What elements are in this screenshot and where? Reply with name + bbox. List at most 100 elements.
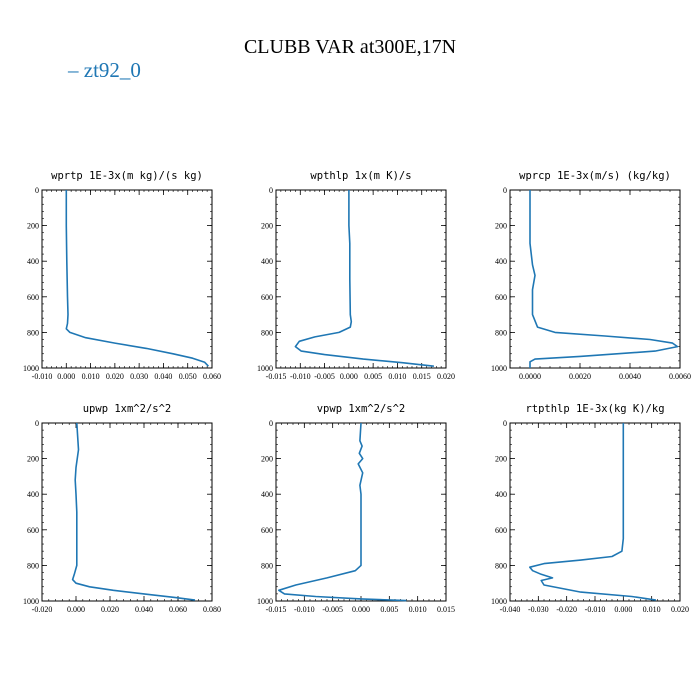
y-tick-label: 200: [27, 455, 39, 464]
x-tick-label: 0.050: [179, 372, 197, 381]
subplot-title: upwp 1xm^2/s^2: [83, 403, 172, 415]
x-tick-label: 0.010: [409, 605, 427, 614]
y-tick-label: 600: [27, 293, 39, 302]
y-tick-label: 600: [261, 293, 273, 302]
x-tick-label: -0.010: [294, 605, 315, 614]
x-tick-label: 0.060: [203, 372, 221, 381]
subplot-5: vpwp 1xm^2/s^2 -0.015 -0.010 -0.005 0.000 0.0…: [257, 403, 455, 614]
y-tick-label: 400: [27, 257, 39, 266]
y-tick-label: 600: [27, 526, 39, 535]
x-tick-label: 0.040: [135, 605, 153, 614]
y-tick-label: 200: [495, 455, 507, 464]
plot-frame: [41, 189, 213, 369]
y-tick-label: 0: [269, 419, 273, 428]
plot-frame: [509, 422, 681, 602]
y-tick-label: 400: [495, 257, 507, 266]
subplot-6: rtpthlp 1E-3x(kg K)/kg -0.040 -0.030 -0.020…: [491, 403, 689, 614]
y-tick-label: 600: [495, 526, 507, 535]
y-tick-label: 0: [503, 186, 507, 195]
x-tick-label: -0.020: [556, 605, 577, 614]
x-tick-label: 0.0020: [569, 372, 591, 381]
y-tick-label: 0: [35, 186, 39, 195]
plot-frame: [275, 189, 447, 369]
x-tick-label: -0.010: [290, 372, 311, 381]
x-tick-label: 0.000: [352, 605, 370, 614]
series-line: [294, 190, 434, 367]
x-tick-label: 0.015: [413, 372, 431, 381]
series-line: [277, 422, 407, 602]
y-tick-label: 0: [503, 419, 507, 428]
x-tick-label: 0.0040: [619, 372, 641, 381]
y-tick-label: 800: [27, 328, 39, 337]
y-tick-label: 0: [269, 186, 273, 195]
y-tick-label: 800: [495, 328, 507, 337]
subplot-2: wpthlp 1x(m K)/s -0.015 -0.010 -0.005 0.000 0…: [257, 170, 455, 381]
subplot-3: wprcp 1E-3x(m/s) (kg/kg) 0.0000 0.0020 0.00…: [491, 170, 691, 381]
plot-frame: [509, 189, 681, 369]
legend: – zt92_0: [68, 58, 141, 83]
x-tick-label: 0.010: [388, 372, 406, 381]
x-tick-label: -0.030: [528, 605, 549, 614]
y-tick-label: 1000: [23, 364, 39, 373]
x-tick-label: -0.015: [266, 372, 287, 381]
subplot-title: rtpthlp 1E-3x(kg K)/kg: [525, 403, 664, 415]
x-tick-label: 0.010: [643, 605, 661, 614]
y-tick-label: 1000: [257, 364, 273, 373]
x-tick-label: -0.015: [266, 605, 287, 614]
x-tick-label: 0.005: [364, 372, 382, 381]
y-tick-label: 1000: [257, 597, 273, 606]
chart-title: CLUBB VAR at300E,17N: [243, 36, 457, 58]
plot-frame: [41, 422, 213, 602]
x-tick-label: 0.000: [67, 605, 85, 614]
y-tick-label: 200: [27, 222, 39, 231]
x-tick-label: 0.080: [203, 605, 221, 614]
y-tick-label: 200: [261, 222, 273, 231]
y-tick-label: 800: [261, 561, 273, 570]
x-tick-label: 0.015: [437, 605, 455, 614]
x-tick-label: -0.005: [314, 372, 335, 381]
x-tick-label: -0.005: [322, 605, 343, 614]
subplot-title: wprtp 1E-3x(m kg)/(s kg): [51, 170, 203, 182]
subplot-4: upwp 1xm^2/s^2 -0.020 0.000 0.020 0.040 0.060…: [23, 403, 221, 614]
y-tick-label: 400: [261, 257, 273, 266]
legend-line-symbol: –: [68, 58, 79, 82]
y-tick-label: 0: [35, 419, 39, 428]
legend-label: zt92_0: [83, 58, 141, 82]
y-tick-label: 800: [495, 561, 507, 570]
x-tick-label: 0.060: [169, 605, 187, 614]
y-tick-label: 1000: [23, 597, 39, 606]
y-tick-label: 400: [495, 490, 507, 499]
x-tick-label: -0.010: [32, 372, 53, 381]
x-tick-label: 0.005: [380, 605, 398, 614]
x-tick-label: 0.010: [82, 372, 100, 381]
x-tick-label: 0.0060: [669, 372, 691, 381]
x-tick-label: -0.020: [32, 605, 53, 614]
y-tick-label: 1000: [491, 364, 507, 373]
x-tick-label: 0.0000: [519, 372, 541, 381]
series-line: [528, 423, 657, 601]
x-tick-label: -0.040: [500, 605, 521, 614]
subplot-title: wpthlp 1x(m K)/s: [310, 170, 411, 182]
x-tick-label: -0.010: [585, 605, 606, 614]
y-tick-label: 200: [261, 455, 273, 464]
y-tick-label: 400: [261, 490, 273, 499]
subplot-title: wprcp 1E-3x(m/s) (kg/kg): [519, 170, 671, 182]
series-line: [71, 422, 196, 601]
x-tick-label: 0.020: [101, 605, 119, 614]
x-tick-label: 0.020: [437, 372, 455, 381]
x-tick-label: 0.020: [671, 605, 689, 614]
x-tick-label: 0.020: [106, 372, 124, 381]
y-tick-label: 200: [495, 222, 507, 231]
subplot-1: wprtp 1E-3x(m kg)/(s kg) -0.010 0.000 0.010…: [23, 170, 221, 381]
y-tick-label: 1000: [491, 597, 507, 606]
subplot-title: vpwp 1xm^2/s^2: [317, 403, 406, 415]
x-tick-label: 0.000: [614, 605, 632, 614]
y-tick-label: 800: [261, 328, 273, 337]
y-tick-label: 400: [27, 490, 39, 499]
x-tick-label: 0.030: [130, 372, 148, 381]
series-line: [65, 190, 209, 367]
x-tick-label: 0.000: [340, 372, 358, 381]
x-tick-label: 0.000: [57, 372, 75, 381]
y-tick-label: 600: [495, 293, 507, 302]
